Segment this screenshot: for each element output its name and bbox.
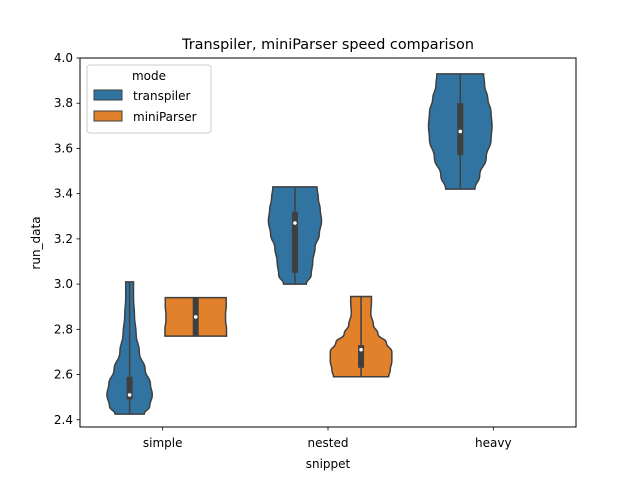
legend-swatch-miniParser xyxy=(94,111,122,121)
iqr-box-transpiler-nested xyxy=(292,212,298,273)
median-transpiler-simple xyxy=(128,393,132,397)
y-tick-label: 4.0 xyxy=(54,51,73,65)
y-axis-label: run_data xyxy=(29,216,43,269)
median-transpiler-nested xyxy=(293,221,297,225)
median-transpiler-heavy xyxy=(458,130,462,134)
median-miniParser-nested xyxy=(359,348,363,352)
y-tick-label: 2.8 xyxy=(54,322,73,336)
y-tick-label: 3.4 xyxy=(54,187,73,201)
legend: mode transpiler miniParser xyxy=(87,65,211,133)
chart-title: Transpiler, miniParser speed comparison xyxy=(181,37,474,53)
legend-label-miniParser: miniParser xyxy=(133,110,197,124)
x-axis-label: snippet xyxy=(306,457,351,471)
x-tick-label-nested: nested xyxy=(308,436,349,450)
y-tick-label: 2.6 xyxy=(54,368,73,382)
legend-label-transpiler: transpiler xyxy=(133,89,191,103)
iqr-box-transpiler-heavy xyxy=(457,103,463,155)
y-tick-label: 3.2 xyxy=(54,232,73,246)
y-tick-label: 2.4 xyxy=(54,413,73,427)
x-tick-label-simple: simple xyxy=(143,436,183,450)
legend-title: mode xyxy=(132,69,166,83)
median-miniParser-simple xyxy=(194,315,198,319)
y-tick-label: 3.0 xyxy=(54,277,73,291)
y-tick-label: 3.8 xyxy=(54,96,73,110)
legend-swatch-transpiler xyxy=(94,90,122,100)
y-tick-label: 3.6 xyxy=(54,141,73,155)
x-tick-label-heavy: heavy xyxy=(475,436,512,450)
